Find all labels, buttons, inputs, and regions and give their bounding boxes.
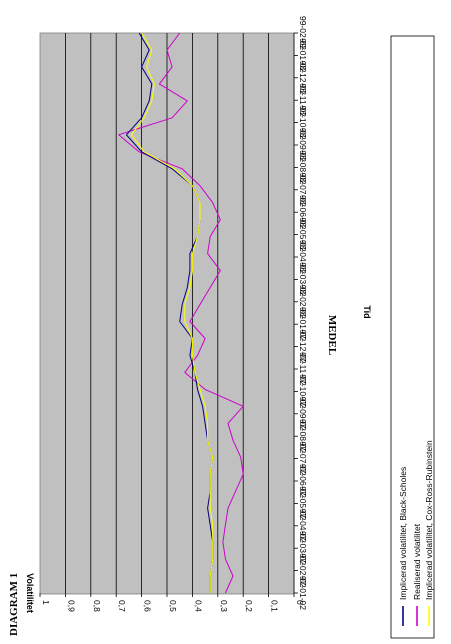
x-tick-label: 97-08-02: [298, 419, 308, 453]
x-tick-label: 97-05-02: [298, 486, 308, 520]
x-tick-label: 98-11-02: [298, 83, 308, 117]
x-tick-label: 97-07-02: [298, 442, 308, 476]
x-tick-label: 98-08-02: [298, 150, 308, 184]
x-tick-label: 98-12-02: [298, 61, 308, 95]
y-tick-label: 0,9: [66, 600, 76, 612]
x-tick-label: 97-10-02: [298, 374, 308, 408]
legend-box: [390, 35, 435, 639]
y-tick-label: 0,3: [219, 600, 229, 612]
x-tick-label: 99-01-02: [298, 38, 308, 72]
x-tick-label: 98-03-02: [298, 262, 308, 296]
x-tick-label: 98-02-02: [298, 285, 308, 319]
x-tick-label: 98-06-02: [298, 195, 308, 229]
y-tick-label: 0,8: [92, 600, 102, 612]
y-tick-label: 0,5: [168, 600, 178, 612]
x-tick-label: 97-09-02: [298, 397, 308, 431]
legend-label: Implicerad volatilitet, Black-Scholes: [398, 467, 408, 600]
x-tick-label: 97-11-02: [298, 352, 308, 386]
x-tick-label: 98-04-02: [298, 240, 308, 274]
x-tick-label: 98-07-02: [298, 173, 308, 207]
x-tick-label: 97-04-02: [298, 509, 308, 543]
chart-title: MEDEL: [326, 315, 338, 355]
x-tick-label: 98-09-02: [298, 128, 308, 162]
series-line: [125, 32, 214, 593]
x-tick-label: 97-12-02: [298, 330, 308, 364]
x-tick-label: 97-03-02: [298, 531, 308, 565]
x-tick-label: 98-05-02: [298, 218, 308, 252]
y-tick-label: 0,6: [143, 600, 153, 612]
y-axis-title: Volatilitet: [25, 573, 35, 613]
x-tick-label: 97-01-02: [298, 576, 308, 610]
x-tick-label: 98-01-02: [298, 307, 308, 341]
y-tick-label: 0: [295, 600, 305, 605]
series-line: [130, 32, 214, 593]
y-tick-label: 0,1: [270, 600, 280, 612]
y-tick-label: 0,4: [193, 600, 203, 612]
x-tick-label: 98-10-02: [298, 106, 308, 140]
legend-label: Realiserad volatilitet: [412, 523, 422, 600]
x-tick-label: 97-02-02: [298, 554, 308, 588]
y-tick-label: 0,2: [244, 600, 254, 612]
diagram-label: DIAGRAM 1: [8, 573, 20, 636]
x-axis-title: Tid: [362, 305, 372, 318]
series-line: [118, 32, 244, 594]
legend-label: Implicerad volatilitet, Cox-Ross-Rubinst…: [424, 440, 434, 600]
y-tick-label: 1: [41, 600, 51, 605]
x-tick-label: 99-02-02: [298, 16, 308, 50]
x-tick-label: 97-06-02: [298, 464, 308, 498]
y-tick-label: 0,7: [117, 600, 127, 612]
